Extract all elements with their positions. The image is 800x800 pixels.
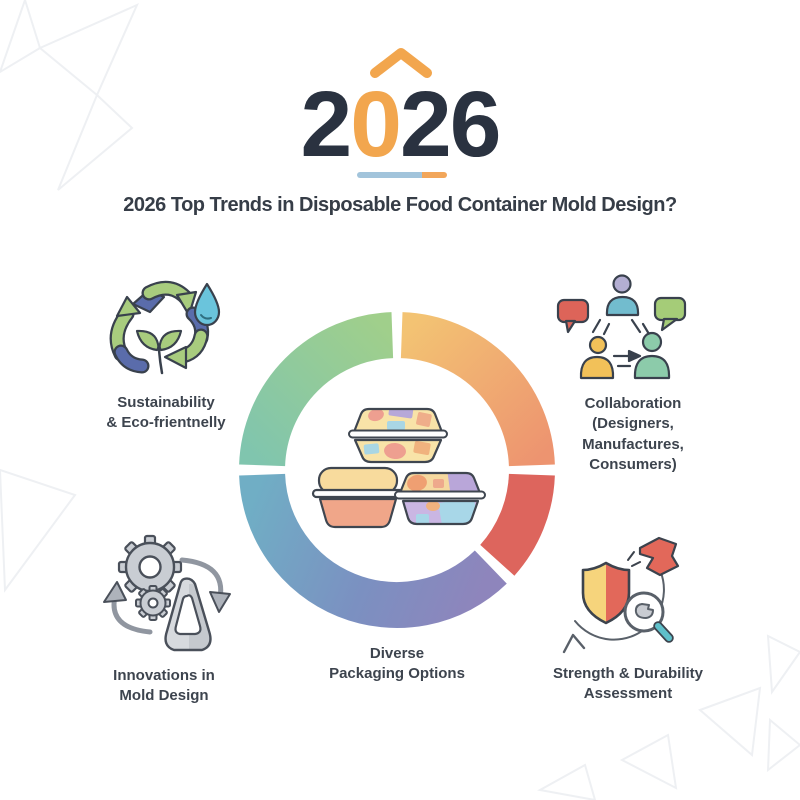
label-strength-durability: Strength & Durability Assessment	[552, 665, 704, 703]
shield-magnifier-icon	[562, 536, 680, 654]
ring-segment-purple-blue	[239, 473, 507, 628]
gears-mold-icon	[103, 534, 231, 652]
people-collaboration-icon	[556, 274, 687, 380]
title-underline	[357, 172, 447, 178]
donut-ring	[239, 312, 555, 628]
label-collaboration: Collaboration (Designers, Manufactures, …	[582, 395, 684, 473]
food-container-clamshell-right	[394, 471, 486, 526]
year-digit-accent: 0	[350, 72, 402, 176]
food-container-box-left	[311, 466, 405, 529]
label-innovations: Innovations in Mold Design	[113, 667, 215, 705]
year-digits: 26	[400, 72, 501, 176]
recycle-eco-icon	[109, 280, 221, 375]
food-container-clamshell-top	[348, 407, 448, 464]
page-title: 2026 Top Trends in Disposable Food Conta…	[123, 194, 677, 216]
ring-segment-teal-green	[239, 312, 394, 467]
year-digit: 2	[300, 72, 353, 176]
chevron-up-icon	[370, 48, 432, 78]
ring-segment-red	[479, 473, 555, 576]
year-title: 2026	[0, 78, 800, 171]
label-diverse-packaging: Diverse Packaging Options	[329, 645, 465, 683]
label-sustainability: Sustainability & Eco-frientnelly	[106, 394, 226, 432]
ring-segment-yellow-orange	[400, 312, 555, 467]
